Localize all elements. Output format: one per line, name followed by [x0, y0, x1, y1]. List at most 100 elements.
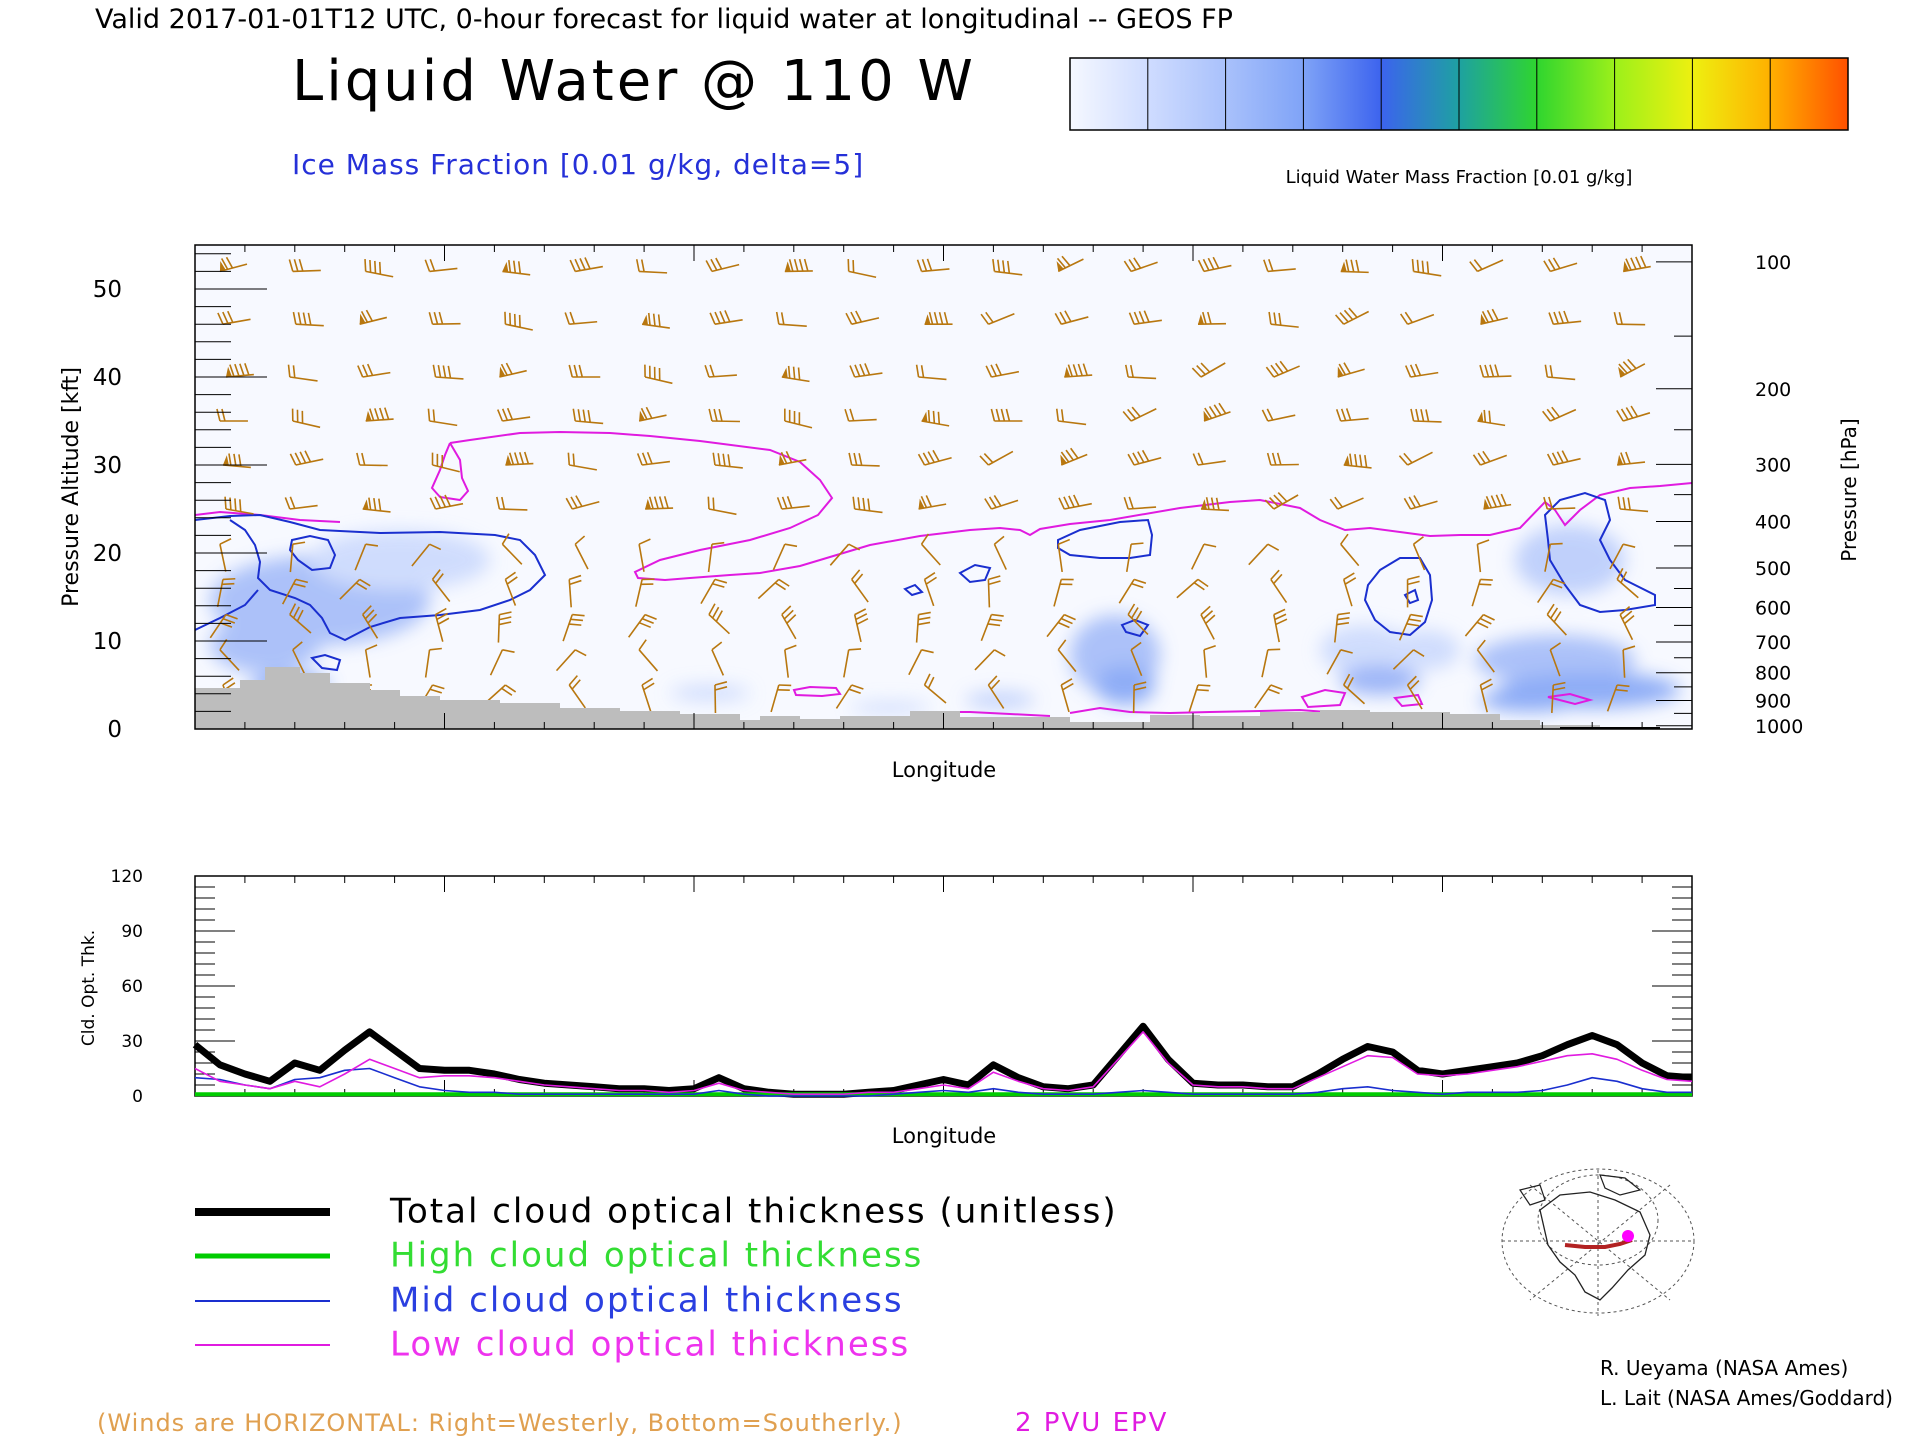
wind-barb: [1268, 311, 1299, 328]
credit-ueyama: R. Ueyama (NASA Ames): [1600, 1356, 1848, 1380]
wind-barb: [356, 452, 388, 467]
wind-barb: [1616, 405, 1651, 422]
wind-barb: [1046, 613, 1076, 638]
wind-barb: [1053, 578, 1074, 607]
ice-contours: [195, 491, 1656, 672]
wind-barb: [504, 311, 533, 331]
wind-barb: [1472, 450, 1508, 466]
wind-barb: [848, 452, 880, 467]
wind-barb: [1404, 363, 1439, 378]
wind-barb: [984, 494, 1019, 510]
wind-barb: [354, 543, 379, 571]
hpa-tick-label: 300: [1755, 454, 1791, 476]
wind-barb: [364, 644, 378, 678]
ylabel-cot: Cld. Opt. Thk.: [79, 930, 99, 1046]
wind-barb: [489, 649, 515, 676]
wind-barb: [1619, 606, 1635, 641]
ylabel-hpa: Pressure [hPa]: [1837, 418, 1861, 561]
wind-barb: [1622, 645, 1636, 678]
wind-barb: [915, 364, 947, 381]
wind-barb: [987, 675, 1005, 709]
wind-barb: [1329, 496, 1364, 510]
wind-barb: [1265, 360, 1300, 378]
wind-barb: [1479, 364, 1512, 378]
wind-barb: [980, 613, 1004, 642]
wind-barb: [987, 575, 1001, 608]
wind-barb: [502, 260, 531, 276]
subtitle-ice-mass: Ice Mass Fraction [0.01 g/kg, delta=5]: [292, 148, 864, 181]
wind-barb: [429, 494, 464, 510]
wind-barb: [1254, 684, 1283, 709]
wind-barb: [1056, 255, 1084, 273]
wind-barb: [1270, 569, 1288, 604]
wind-barb: [216, 408, 248, 422]
colorbar-segment: [1770, 58, 1849, 130]
wind-barb: [924, 312, 953, 326]
legend-high: High cloud optical thickness: [390, 1236, 923, 1276]
wind-barb: [709, 310, 743, 325]
wind-barb: [636, 451, 670, 466]
wind-barb: [1333, 612, 1351, 643]
colorbar-segment: [1225, 58, 1304, 130]
wind-barb: [916, 258, 950, 273]
wind-barb: [990, 408, 1023, 422]
wind-barb: [1263, 259, 1296, 273]
wind-barb: [497, 611, 512, 643]
wind-barb: [775, 311, 807, 327]
wind-barb: [711, 641, 725, 676]
wind-barb: [434, 607, 450, 642]
wind-barb: [923, 673, 947, 704]
wind-barb: [1124, 364, 1157, 380]
wind-barb: [1057, 538, 1071, 573]
wind-barb: [1343, 453, 1372, 469]
wind-barb: [1543, 496, 1576, 510]
kft-tick-label: 20: [93, 541, 122, 567]
wind-barb: [281, 578, 309, 605]
wind-barb: [992, 259, 1023, 276]
wind-barb: [784, 408, 813, 429]
wind-barb: [638, 639, 659, 672]
wind-barb: [1469, 259, 1504, 273]
wind-barb: [778, 450, 807, 466]
wind-barb: [428, 311, 461, 325]
wind-barb: [564, 311, 598, 325]
hpa-tick-label: 200: [1755, 379, 1791, 401]
colorbar-segment: [1303, 58, 1382, 130]
wind-barb: [1127, 449, 1162, 466]
top-panel: [194, 244, 1693, 730]
wind-barb: [1340, 259, 1369, 274]
legend-total: Total cloud optical thickness (unitless): [389, 1192, 1118, 1232]
wind-barb: [835, 684, 864, 709]
colorbar-segment: [1147, 58, 1227, 130]
wind-barb: [1616, 568, 1639, 599]
colorbar-segment: [1459, 58, 1538, 130]
cot-tick-label: 90: [121, 922, 143, 942]
wind-barb: [1403, 495, 1438, 510]
wind-barb: [1618, 358, 1646, 378]
wind-barb: [980, 311, 1015, 325]
wind-barb: [645, 496, 674, 510]
wind-barb: [424, 647, 442, 678]
wind-barb: [1261, 408, 1296, 422]
colorbar: Liquid Water Mass Fraction [0.01 g/kg]: [1069, 57, 1849, 188]
wind-barb: [776, 496, 810, 510]
hpa-tick-label: 900: [1755, 690, 1791, 712]
cot-tick-label: 30: [121, 1032, 143, 1052]
wind-barb: [1197, 311, 1226, 325]
wind-barb: [712, 452, 743, 469]
wind-barb: [1192, 452, 1226, 466]
legend: Total cloud optical thickness (unitless)…: [195, 1192, 1118, 1365]
wind-barb: [1132, 681, 1147, 714]
wind-barb: [1617, 451, 1646, 466]
wind-barb: [565, 495, 600, 510]
wind-barb: [1399, 311, 1435, 325]
wind-barb: [1261, 648, 1281, 678]
wind-barb: [365, 407, 394, 422]
wind-barb: [1483, 493, 1512, 510]
wind-barb: [1542, 406, 1577, 422]
wind-barb: [708, 408, 740, 423]
low-cot-line: [194, 1031, 1693, 1095]
wind-barb: [641, 677, 655, 712]
wind-barb: [1536, 578, 1566, 604]
wind-barb: [974, 649, 1006, 671]
